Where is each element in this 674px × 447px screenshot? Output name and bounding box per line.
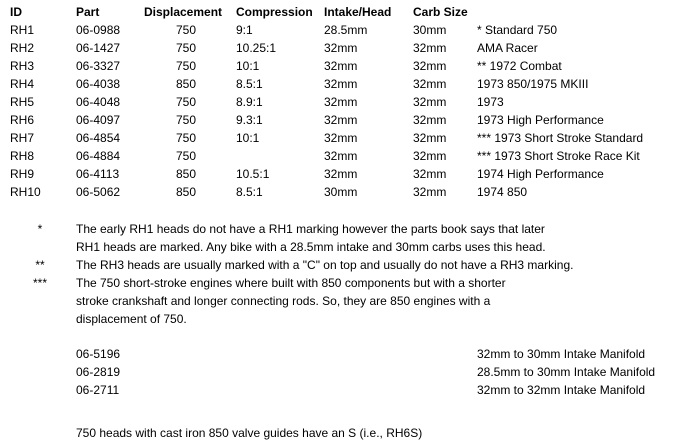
cell-compression: 10.25:1: [236, 41, 277, 55]
cell-note: * Standard 750: [477, 23, 558, 37]
cell-carb: 30mm: [413, 23, 447, 37]
cell-carb: 32mm: [413, 149, 447, 163]
cell-note: *** 1973 Short Stroke Race Kit: [477, 149, 640, 163]
cell-part: 06-1427: [76, 41, 121, 55]
cell-compression: 10:1: [236, 131, 260, 145]
header-intake: Intake/Head: [324, 5, 392, 19]
cell-part: 06-5062: [76, 185, 121, 199]
cell-compression: 10:1: [236, 59, 260, 73]
cell-intake: 32mm: [324, 131, 358, 145]
cell-part: 06-4854: [76, 131, 121, 145]
cell-note: 1973 850/1975 MKIII: [477, 77, 589, 91]
cell-displacement: 750: [175, 95, 196, 109]
cell-carb: 32mm: [413, 77, 447, 91]
cell-part: 06-4048: [76, 95, 121, 109]
header-displacement: Displacement: [144, 5, 223, 19]
cell-part: 06-4038: [76, 77, 121, 91]
header-carb: Carb Size: [413, 5, 468, 19]
cell-intake: 32mm: [324, 149, 358, 163]
cell-compression: 8.9:1: [236, 95, 263, 109]
cell-id: RH1: [10, 23, 35, 37]
header-id: ID: [10, 5, 22, 19]
footnote-text: The RH3 heads are usually marked with a …: [76, 258, 574, 272]
cell-note: 1974 High Performance: [477, 167, 604, 181]
cell-displacement: 850: [175, 167, 196, 181]
cell-displacement: 850: [175, 77, 196, 91]
cell-id: RH2: [10, 41, 35, 55]
cell-part: 06-4884: [76, 149, 121, 163]
cell-note: *** 1973 Short Stroke Standard: [477, 131, 644, 145]
cell-displacement: 750: [175, 23, 196, 37]
cell-note: AMA Racer: [477, 41, 538, 55]
cell-displacement: 750: [175, 59, 196, 73]
cell-carb: 32mm: [413, 95, 447, 109]
footnote-text: displacement of 750.: [76, 312, 187, 326]
cell-note: 1973 High Performance: [477, 113, 604, 127]
cell-note: 1974 850: [477, 185, 528, 199]
cell-carb: 32mm: [413, 185, 447, 199]
footnote-marker: **: [35, 258, 45, 272]
cell-part: 06-0988: [76, 23, 121, 37]
cell-compression: 8.5:1: [236, 77, 263, 91]
manifold-part: 06-2711: [76, 383, 120, 397]
footnote-text: The early RH1 heads do not have a RH1 ma…: [76, 222, 545, 236]
cell-id: RH3: [10, 59, 35, 73]
manifold-part: 06-5196: [76, 347, 121, 361]
cell-intake: 28.5mm: [324, 23, 368, 37]
manifold-description: 32mm to 30mm Intake Manifold: [477, 347, 646, 361]
cell-displacement: 850: [175, 185, 196, 199]
cell-id: RH4: [10, 77, 35, 91]
header-compression: Compression: [236, 5, 313, 19]
cell-carb: 32mm: [413, 131, 447, 145]
footnote-marker: ***: [32, 276, 47, 290]
cell-id: RH9: [10, 167, 35, 181]
cell-intake: 32mm: [324, 113, 358, 127]
cell-intake: 32mm: [324, 77, 358, 91]
cell-compression: 8.5:1: [236, 185, 263, 199]
cell-intake: 32mm: [324, 59, 358, 73]
manifold-part: 06-2819: [76, 365, 121, 379]
cell-intake: 32mm: [324, 95, 358, 109]
cell-id: RH6: [10, 113, 35, 127]
cell-displacement: 750: [175, 149, 196, 163]
cell-intake: 32mm: [324, 41, 358, 55]
cell-carb: 32mm: [413, 113, 447, 127]
cell-displacement: 750: [175, 113, 196, 127]
manifold-description: 32mm to 32mm Intake Manifold: [477, 383, 646, 397]
cell-note: 1973: [477, 95, 504, 109]
cell-id: RH8: [10, 149, 35, 163]
cell-compression: 9:1: [236, 23, 253, 37]
footnote-text: stroke crankshaft and longer connecting …: [76, 294, 491, 308]
cell-carb: 32mm: [413, 167, 447, 181]
cell-id: RH7: [10, 131, 35, 145]
footnote-marker: *: [37, 222, 43, 236]
cell-displacement: 750: [175, 41, 196, 55]
cell-intake: 32mm: [324, 167, 358, 181]
manifold-description: 28.5mm to 30mm Intake Manifold: [477, 365, 656, 379]
cell-compression: 10.5:1: [236, 167, 270, 181]
cell-id: RH5: [10, 95, 35, 109]
footnote-text: RH1 heads are marked. Any bike with a 28…: [76, 240, 546, 254]
cell-carb: 32mm: [413, 41, 447, 55]
footnote-text: The 750 short-stroke engines where built…: [76, 276, 506, 290]
cell-id: RH10: [10, 185, 41, 199]
cell-part: 06-4113: [76, 167, 120, 181]
cell-carb: 32mm: [413, 59, 447, 73]
cell-part: 06-4097: [76, 113, 121, 127]
cell-compression: 9.3:1: [236, 113, 263, 127]
closing-note: 750 heads with cast iron 850 valve guide…: [76, 426, 423, 440]
header-part: Part: [76, 5, 100, 19]
cell-intake: 30mm: [324, 185, 358, 199]
cell-displacement: 750: [175, 131, 196, 145]
cell-note: ** 1972 Combat: [477, 59, 562, 73]
cell-part: 06-3327: [76, 59, 121, 73]
